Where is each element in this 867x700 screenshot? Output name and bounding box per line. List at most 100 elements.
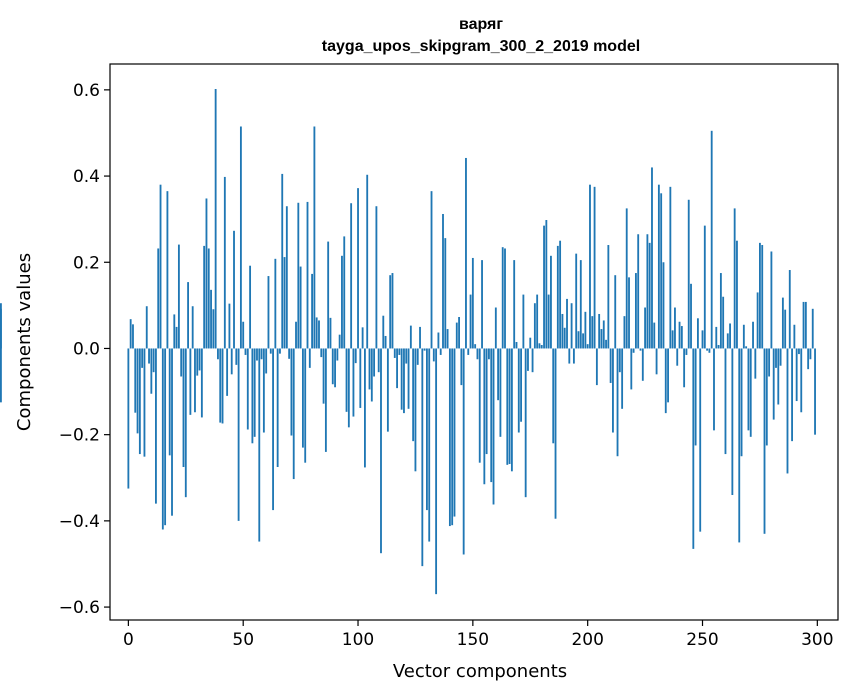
bar xyxy=(460,348,463,386)
bar xyxy=(800,348,803,413)
bar xyxy=(747,348,750,431)
bar xyxy=(318,320,320,349)
bar xyxy=(809,348,812,360)
bar xyxy=(513,260,516,349)
bar xyxy=(570,303,573,349)
bar xyxy=(582,333,585,349)
bar xyxy=(347,348,350,428)
x-axis-label: Vector components xyxy=(393,661,567,682)
bar xyxy=(304,348,307,463)
bar xyxy=(198,348,201,371)
bar xyxy=(701,330,704,349)
bar xyxy=(699,348,702,532)
bar xyxy=(556,245,559,349)
bar xyxy=(563,327,566,349)
bar xyxy=(566,298,568,349)
y-tick-label: −0.6 xyxy=(59,598,100,618)
y-axis-label: Components values xyxy=(14,253,35,431)
bar xyxy=(187,282,189,349)
bar xyxy=(127,348,130,489)
bar xyxy=(515,342,518,349)
bar xyxy=(550,255,552,349)
bar xyxy=(205,198,208,349)
bar xyxy=(657,184,660,349)
x-tick-label: 200 xyxy=(571,630,603,650)
bar xyxy=(217,348,219,360)
bar xyxy=(600,329,603,349)
bar xyxy=(763,348,766,534)
bar xyxy=(421,348,424,567)
bar xyxy=(212,309,215,349)
bar xyxy=(602,320,605,349)
bar xyxy=(579,260,582,349)
bar xyxy=(715,326,718,349)
bar xyxy=(393,348,396,358)
bar xyxy=(382,315,385,349)
bar xyxy=(230,348,233,375)
bar xyxy=(389,275,392,349)
bar xyxy=(331,348,334,385)
bar xyxy=(412,348,415,442)
bar xyxy=(313,126,316,349)
bar xyxy=(299,266,302,349)
bar xyxy=(568,348,571,364)
bar xyxy=(297,202,300,349)
bar xyxy=(651,167,653,349)
bar xyxy=(798,348,800,355)
bar xyxy=(200,348,203,418)
bar xyxy=(361,327,364,349)
bar xyxy=(694,348,697,446)
bar xyxy=(655,348,658,375)
bar xyxy=(184,348,187,498)
bar xyxy=(322,348,325,404)
bar xyxy=(141,348,144,368)
bar xyxy=(504,248,506,349)
bar xyxy=(210,289,212,349)
bar xyxy=(161,348,164,530)
bar xyxy=(531,348,534,373)
y-tick-label: 0.6 xyxy=(73,81,100,101)
bar xyxy=(575,253,578,349)
bar xyxy=(517,348,520,433)
bar xyxy=(320,348,323,358)
bar xyxy=(455,322,458,349)
bar xyxy=(736,240,738,349)
bar xyxy=(175,326,178,349)
bar xyxy=(219,348,222,423)
bar xyxy=(442,213,444,349)
bar xyxy=(779,348,782,366)
bar xyxy=(731,348,734,496)
bar xyxy=(706,348,709,351)
bar xyxy=(777,348,780,405)
bar xyxy=(239,126,242,349)
bar xyxy=(703,225,706,349)
bar xyxy=(630,348,633,390)
bar xyxy=(453,348,456,517)
bar xyxy=(129,319,132,349)
bar xyxy=(756,292,759,349)
bar xyxy=(733,208,736,349)
x-tick-label: 0 xyxy=(123,630,134,650)
bar xyxy=(380,348,382,554)
bar xyxy=(664,348,667,414)
bar xyxy=(584,311,587,349)
bar xyxy=(667,348,669,403)
bar xyxy=(251,348,254,444)
bar xyxy=(189,348,192,415)
bar xyxy=(804,301,807,349)
bar xyxy=(781,297,784,349)
bar xyxy=(802,301,805,349)
bar xyxy=(430,191,433,349)
bar xyxy=(719,273,722,349)
bar xyxy=(166,191,169,349)
bar xyxy=(490,348,493,483)
bar xyxy=(343,236,346,349)
bar xyxy=(290,348,293,436)
x-tick-label: 300 xyxy=(801,630,833,650)
bar xyxy=(336,348,339,361)
bar xyxy=(269,348,272,354)
bar xyxy=(258,348,261,542)
bar xyxy=(437,332,440,349)
